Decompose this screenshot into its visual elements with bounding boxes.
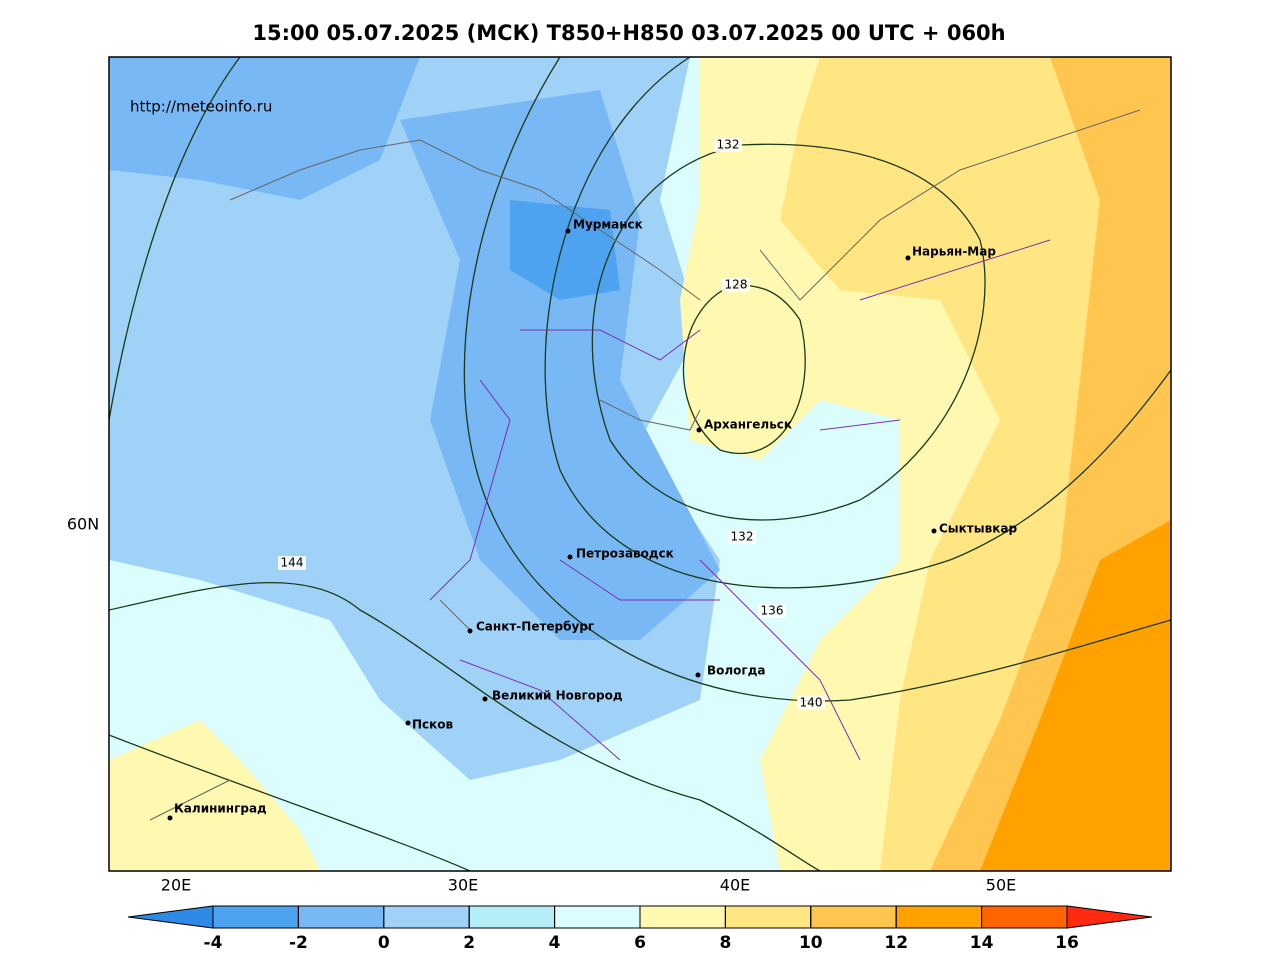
city-label: Псков [412,718,454,732]
contour-148 [108,734,471,872]
lon-label: 30E [448,876,478,895]
city-dot [905,255,911,261]
source-url: http://meteoinfo.ru [130,98,272,116]
city-dot [167,815,173,821]
contour-144 [108,581,821,872]
city-label: Нарьян-Мар [912,245,996,259]
city-dot [931,528,937,534]
city-label: Калининград [174,802,267,816]
city-label: Петрозаводск [576,547,674,561]
colorbar-over [1066,905,1153,929]
city-dot [695,672,701,678]
colorbar-segment [724,905,812,929]
colorbar-tick-label: 16 [1055,933,1079,953]
city-label: Санкт-Петербург [476,620,594,634]
colorbar-tick-label: 6 [634,933,646,953]
colorbar-tick-label: 12 [884,933,908,953]
colorbar-tick-label: 0 [378,933,390,953]
contour-label: 144 [281,556,304,570]
field-warm-sw [109,720,320,871]
field-hotter [980,520,1171,871]
colorbar-segment [297,905,385,929]
map-field [109,57,1171,871]
region-borders [429,239,1051,761]
contour-label: 132 [717,138,740,152]
contour-label-bg [758,604,786,618]
colorbar-tick-label: -2 [289,933,308,953]
field-cold [109,57,420,200]
city-dot [565,228,571,234]
colorbar-tick-label: 14 [970,933,994,953]
city-label: Мурманск [573,218,643,232]
colorbar-under [127,905,214,929]
contour-label: 132 [731,530,754,544]
contour-140 [463,56,1172,702]
colorbar-segment [468,905,556,929]
coastlines [149,109,1141,821]
colorbar-segment [810,905,897,929]
coast-north [229,109,1141,301]
borders [429,239,1051,761]
contour-128 [682,284,806,455]
contour-label: 128 [725,278,748,292]
contour-label-bg [714,138,742,152]
city-dot [482,696,488,702]
contour-label-bg [797,696,825,710]
city-dot [696,427,702,433]
city-label: Вологда [707,664,765,678]
city-dot [467,628,473,634]
colorbar-segment [383,905,470,929]
colorbar-segment [212,905,299,929]
colorbar-segment [895,905,983,929]
city-label: Сыктывкар [939,522,1017,536]
contour-label: 140 [800,696,823,710]
lat-label: 60N [67,515,99,534]
city-dot [405,720,411,726]
field-colder [400,90,720,640]
colorbar-segment [554,905,641,929]
colorbar-tick-label: -4 [204,933,223,953]
title: 15:00 05.07.2025 (МСК) T850+H850 03.07.2… [252,21,1005,45]
colorbar-segment [981,905,1068,929]
city-dot [567,554,573,560]
lon-label: 40E [720,876,750,895]
city-label: Архангельск [704,418,792,432]
contour-label: 136 [761,604,784,618]
contour-label-bg [728,530,756,544]
colorbar-tick-label: 4 [549,933,561,953]
contour-label-bg [722,278,750,292]
contour-label-bg [278,556,306,570]
colorbar-tick-label: 2 [463,933,475,953]
city-label: Великий Новгород [492,689,623,703]
coast-misc [149,399,701,821]
contour-west [108,56,241,421]
colorbar-tick-label: 10 [799,933,823,953]
lon-label: 50E [986,876,1016,895]
lon-label: 20E [161,876,191,895]
colorbar-tick-label: 8 [719,933,731,953]
map-frame [108,56,1172,872]
colorbar-segment [639,905,726,929]
